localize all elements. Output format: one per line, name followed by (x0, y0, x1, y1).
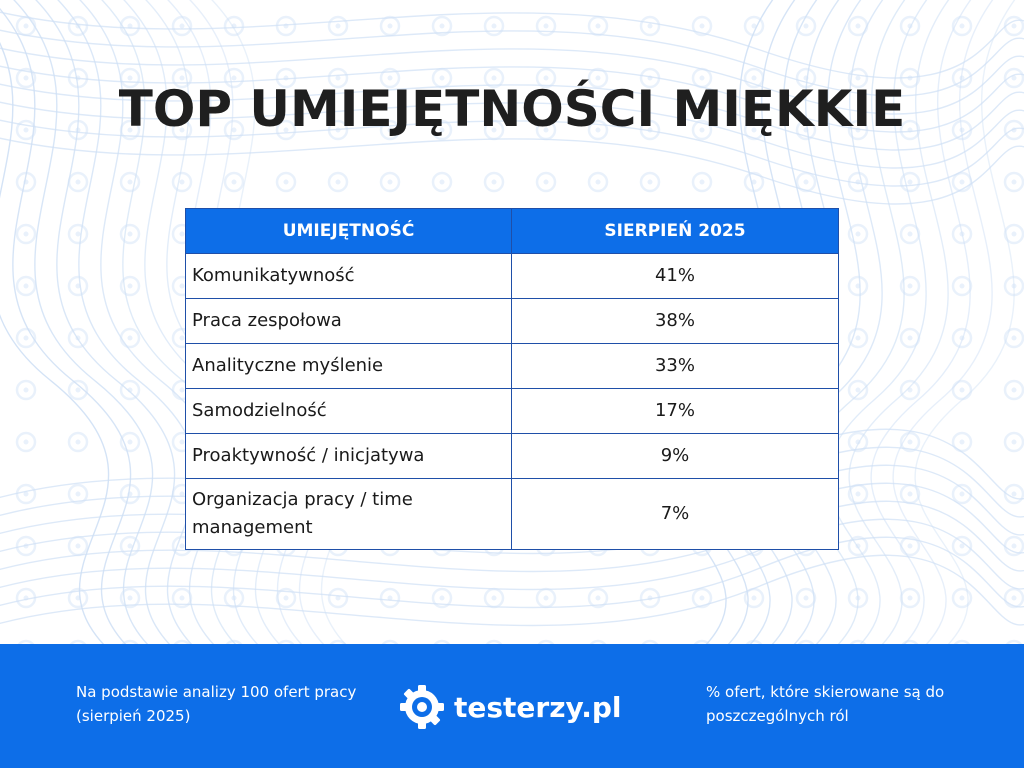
skill-cell: Analityczne myślenie (185, 343, 512, 389)
background-wave-line (0, 11, 1024, 79)
skill-cell: Samodzielność (185, 388, 512, 434)
column-header-period: SIERPIEŃ 2025 (511, 208, 839, 254)
background-wave-line (0, 83, 1024, 151)
value-cell: 9% (511, 433, 839, 479)
background-wave-line (78, 0, 220, 645)
background-wave-line (34, 0, 176, 645)
legend-note: % ofert, które skierowane są do poszczeg… (706, 683, 945, 725)
value-cell: 41% (511, 253, 839, 299)
table-row: Organizacja pracy / time management 7% (185, 478, 839, 550)
background-wave-line (0, 42, 110, 645)
brand-logo[interactable]: testerzy.pl (398, 682, 621, 732)
background-wave-line (914, 0, 1016, 645)
value-cell: 7% (511, 478, 839, 550)
skills-table: UMIEJĘTNOŚĆ SIERPIEŃ 2025 Komunikatywnoś… (185, 208, 839, 550)
table-header-row: UMIEJĘTNOŚĆ SIERPIEŃ 2025 (185, 208, 839, 254)
background-wave-line (0, 47, 1024, 115)
background-wave-line (0, 8, 132, 645)
page-title: TOP UMIEJĘTNOŚCI MIĘKKIE (118, 80, 906, 138)
background-wave-line (0, 554, 1024, 627)
table-row: Komunikatywność 41% (185, 253, 839, 299)
background-wave-line (826, 0, 928, 645)
value-cell: 38% (511, 298, 839, 344)
skill-cell: Komunikatywność (185, 253, 512, 299)
background-wave-line (870, 0, 972, 645)
background-wave-line (0, 119, 1024, 187)
source-note: Na podstawie analizy 100 ofert pracy (si… (76, 683, 357, 725)
background-wave-line (892, 0, 994, 645)
table-row: Analityczne myślenie 33% (185, 343, 839, 389)
value-cell: 17% (511, 388, 839, 434)
column-header-skill: UMIEJĘTNOŚĆ (185, 208, 512, 254)
skills-table-container: UMIEJĘTNOŚĆ SIERPIEŃ 2025 Komunikatywnoś… (185, 208, 839, 550)
background-wave-line (0, 536, 1024, 609)
background-wave-line (56, 0, 198, 645)
background-wave-line (848, 0, 950, 645)
table-row: Praca zespołowa 38% (185, 298, 839, 344)
background-wave-line (0, 137, 1024, 205)
skill-cell: Organizacja pracy / time management (185, 478, 512, 550)
background-wave-line (0, 29, 1024, 97)
table-row: Samodzielność 17% (185, 388, 839, 434)
background-wave-line (0, 518, 1024, 591)
gear-icon (400, 685, 444, 729)
skill-cell: Praca zespołowa (185, 298, 512, 344)
skill-cell: Proaktywność / inicjatywa (185, 433, 512, 479)
background-wave-line (0, 65, 1024, 133)
background-wave-line (804, 0, 906, 645)
table-row: Proaktywność / inicjatywa 9% (185, 433, 839, 479)
logo-text: testerzy.pl (454, 690, 622, 724)
value-cell: 33% (511, 343, 839, 389)
footer-bar: Na podstawie analizy 100 ofert pracy (si… (0, 644, 1024, 768)
background-wave-line (0, 101, 1024, 169)
